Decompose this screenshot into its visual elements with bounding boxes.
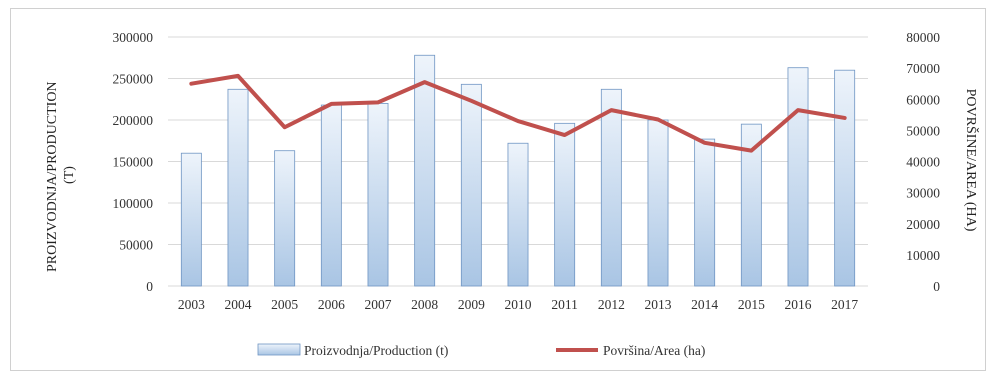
y-axis-title-line1: PROIZVODNJA/PRODUCTION [45, 81, 60, 272]
bar-series [180, 54, 856, 287]
x-tick-label: 2011 [551, 297, 578, 312]
y2-axis-title: POVRŠINE/AREA (HA) [963, 89, 980, 232]
x-tick-label: 2014 [691, 297, 718, 312]
y-axis-title-line2: (T) [62, 166, 77, 184]
bar-2003 [180, 152, 202, 287]
line-series [189, 73, 847, 153]
line-point-2009 [469, 99, 473, 103]
y-axis-title: PROIZVODNJA/PRODUCTION (T) [45, 78, 77, 272]
bar-2011 [554, 122, 576, 287]
line-point-2003 [189, 82, 193, 86]
x-tick-label: 2017 [831, 297, 858, 312]
line-point-2006 [329, 102, 333, 106]
bar-2015 [740, 123, 762, 287]
line-point-2014 [703, 141, 707, 145]
x-tick-label: 2004 [225, 297, 252, 312]
line-point-2013 [656, 117, 660, 122]
y2-tick-label: 40000 [906, 155, 940, 170]
legend: Proizvodnja/Production (t) Površina/Area… [257, 343, 705, 358]
y-tick-label: 150000 [113, 155, 154, 170]
chart-frame [10, 8, 986, 371]
line-point-2010 [516, 119, 520, 123]
y2-tick-label: 20000 [906, 217, 940, 232]
bar-2004 [227, 88, 249, 287]
legend-bar-swatch [257, 343, 301, 356]
y2-tick-label: 10000 [906, 248, 940, 263]
y2-tick-label: 70000 [906, 61, 940, 76]
bar-2014 [694, 138, 716, 287]
x-tick-label: 2009 [458, 297, 485, 312]
bar-2013 [647, 119, 669, 287]
line-point-2016 [796, 108, 800, 112]
bar-2008 [414, 54, 436, 287]
x-tick-label: 2006 [318, 297, 345, 312]
y-tick-label: 100000 [113, 196, 154, 211]
y2-axis-ticks: 0 10000 20000 30000 40000 50000 60000 70000 8000… [906, 30, 940, 294]
x-tick-label: 2003 [178, 297, 205, 312]
y-tick-label: 250000 [113, 72, 154, 87]
y2-tick-label: 50000 [906, 123, 940, 138]
y2-tick-label: 0 [933, 279, 940, 294]
x-tick-label: 2015 [738, 297, 765, 312]
bar-2017 [834, 69, 856, 287]
y2-tick-label: 80000 [906, 30, 940, 45]
x-tick-label: 2012 [598, 297, 625, 312]
line-point-2005 [283, 125, 287, 129]
line-point-2015 [749, 149, 753, 153]
x-tick-label: 2010 [505, 297, 532, 312]
line-point-2004 [236, 74, 240, 78]
y-tick-label: 50000 [119, 238, 153, 253]
x-tick-label: 2005 [271, 297, 298, 312]
y-tick-label: 300000 [113, 30, 154, 45]
line-point-2017 [843, 116, 847, 120]
line-point-2007 [376, 100, 380, 104]
x-tick-label: 2008 [411, 297, 438, 312]
line-point-2012 [609, 108, 613, 112]
legend-bar-label: Proizvodnja/Production (t) [304, 343, 448, 358]
bar-2006 [320, 104, 342, 287]
y-tick-label: 0 [146, 279, 153, 294]
bar-2016 [787, 67, 809, 287]
line-point-2011 [563, 133, 567, 137]
line-point-2008 [423, 80, 427, 84]
bar-2009 [460, 83, 482, 287]
x-tick-label: 2016 [785, 297, 812, 312]
x-tick-label: 2007 [365, 297, 392, 312]
y-axis-ticks: 0 50000 100000 150000 200000 250000 300000 [113, 30, 154, 294]
x-tick-label: 2013 [645, 297, 672, 312]
x-axis-ticks: 2003 2004 2005 2006 2007 2008 2009 2010 2011 2012… [178, 297, 859, 312]
legend-line-label: Površina/Area (ha) [603, 343, 705, 358]
y2-tick-label: 60000 [906, 92, 940, 107]
bar-2007 [367, 103, 389, 287]
bar-2012 [600, 88, 622, 287]
bar-2010 [507, 142, 529, 287]
y2-tick-label: 30000 [906, 186, 940, 201]
bar-2005 [274, 150, 296, 287]
y-tick-label: 200000 [113, 113, 154, 128]
